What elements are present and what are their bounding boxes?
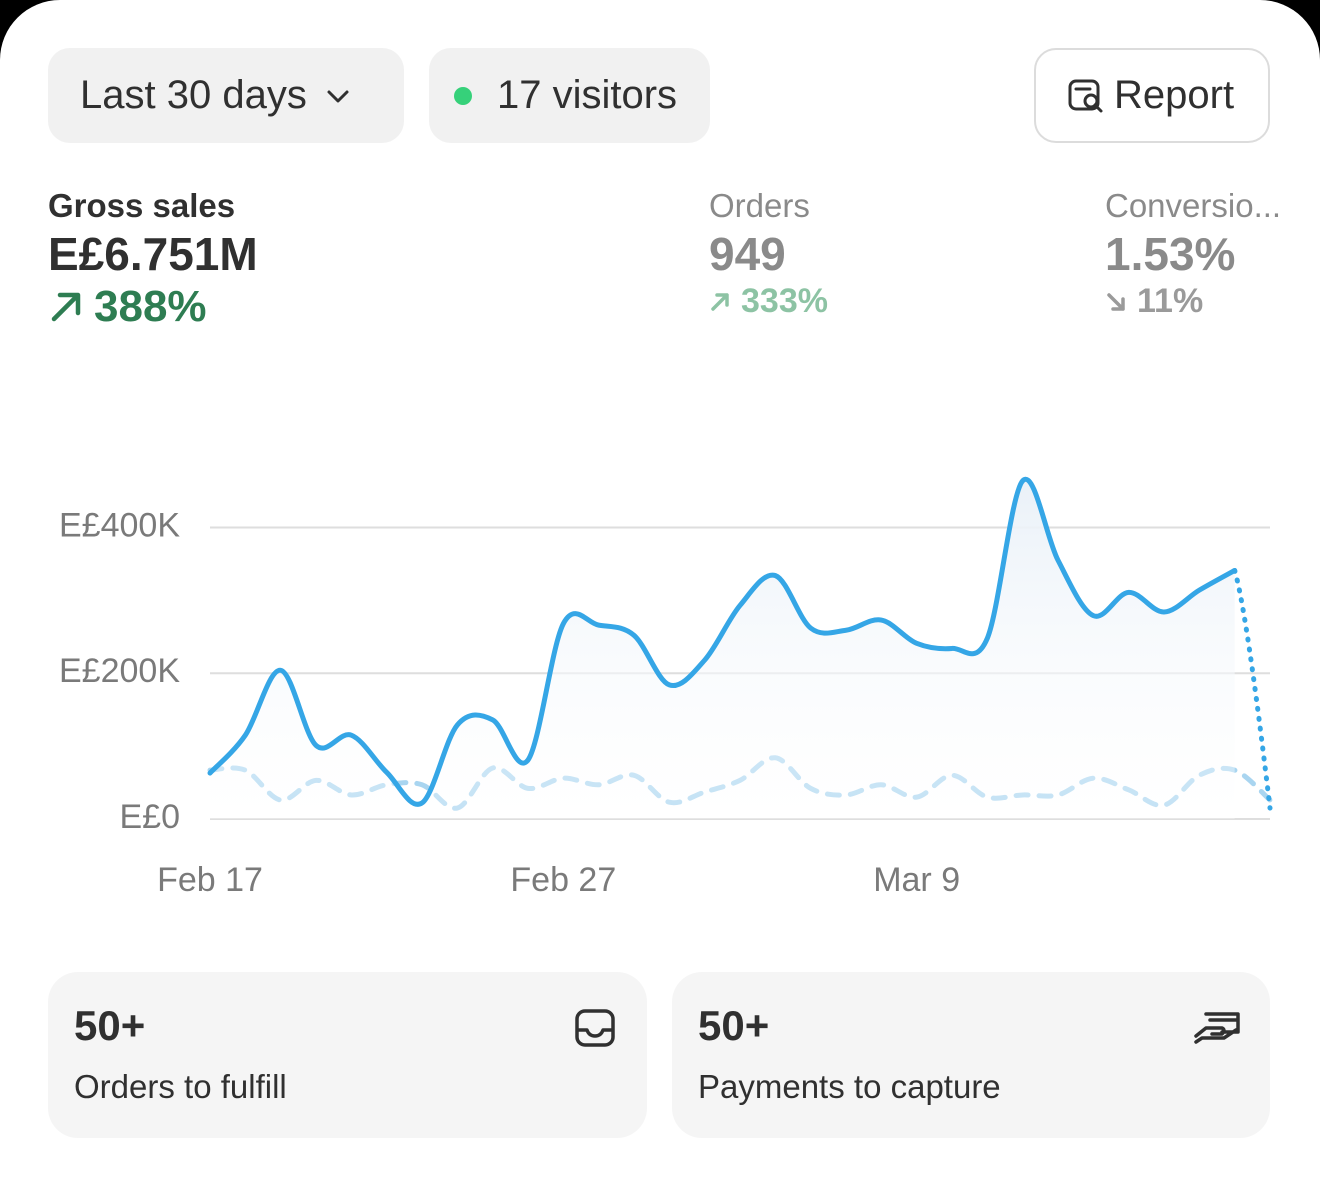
metric-value: 1.53% <box>1105 228 1236 280</box>
sales-line <box>207 476 1238 807</box>
arrow-up-icon <box>51 292 81 322</box>
report-icon <box>1068 79 1103 112</box>
visitors-label: 17 visitors <box>497 73 678 117</box>
card-label: Orders to fulfill <box>74 1068 287 1105</box>
arrow-down-icon <box>1107 292 1125 311</box>
chevron-icon <box>327 90 349 102</box>
card-count: 50+ <box>698 1002 770 1049</box>
orders-card[interactable]: 50+ Orders to fulfill <box>48 972 647 1138</box>
metric-value: E£6.751M <box>48 228 258 280</box>
metric-label: Conversio... <box>1105 187 1282 224</box>
arrow-up-icon <box>711 292 729 311</box>
metric-change: 388% <box>48 282 258 332</box>
metric-conversion[interactable]: Conversio... 1.53% 11% <box>1105 186 1281 321</box>
metric-value: 949 <box>709 228 786 280</box>
metric-change: 11% <box>1105 282 1281 321</box>
payment-icon <box>1194 1012 1240 1044</box>
visitors-pill[interactable]: 17 visitors <box>429 48 710 143</box>
range-picker[interactable]: Last 30 days <box>48 48 404 143</box>
metric-change-value: 388% <box>94 282 207 331</box>
card-count: 50+ <box>74 1002 146 1049</box>
metric-orders[interactable]: Orders 949 333% <box>709 186 828 321</box>
area <box>210 479 1235 819</box>
metric-label: Gross sales <box>48 187 236 224</box>
y-tick-label: E£200K <box>59 652 180 690</box>
range-label: Last 30 days <box>80 73 307 117</box>
x-tick-label: Feb 17 <box>157 861 263 899</box>
metric-change-value: 11% <box>1137 282 1204 320</box>
y-tick-label: E£400K <box>59 506 180 544</box>
card-label: Payments to capture <box>698 1068 1001 1105</box>
report-label: Report <box>1114 73 1235 117</box>
live-dot <box>454 86 472 105</box>
payments-card[interactable]: 50+ Payments to capture <box>672 972 1270 1138</box>
inbox-icon <box>575 1009 615 1047</box>
x-tick-label: Feb 27 <box>510 861 616 899</box>
sales-line-partial <box>1232 567 1273 811</box>
y-tick-label: E£0 <box>120 798 181 836</box>
metric-change-value: 333% <box>741 282 828 320</box>
report-button[interactable]: Report <box>1034 48 1270 143</box>
metric-change: 333% <box>709 282 828 321</box>
metric-gross-sales[interactable]: Gross sales E£6.751M 388% <box>48 186 258 332</box>
chart: E£0 E£200K E£400K Feb 17 Feb 27 Mar 9 <box>59 476 1273 899</box>
x-tick-label: Mar 9 <box>873 861 960 899</box>
metric-label: Orders <box>709 187 810 224</box>
